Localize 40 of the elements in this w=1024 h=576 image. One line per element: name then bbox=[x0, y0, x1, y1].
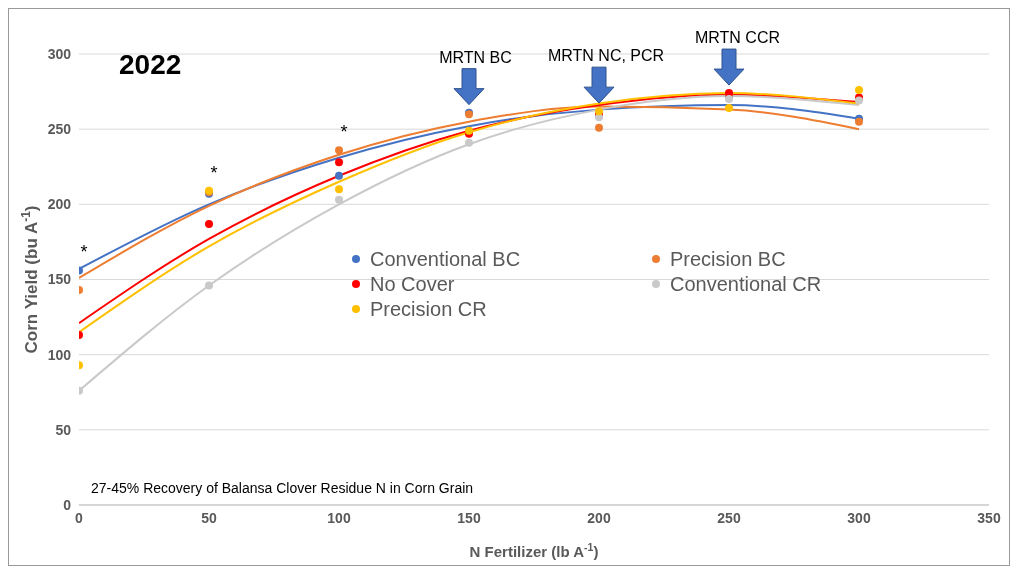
chart-title: 2022 bbox=[119, 49, 182, 80]
y-tick-label: 200 bbox=[47, 196, 72, 213]
annotation: MRTN NC, PCR bbox=[548, 47, 665, 65]
y-tick-label: 150 bbox=[47, 271, 72, 288]
y-tick-label: 250 bbox=[47, 121, 72, 138]
annotation: * bbox=[80, 242, 88, 263]
point bbox=[205, 219, 213, 228]
point bbox=[335, 171, 343, 180]
legend-label: Precision CR bbox=[370, 297, 487, 321]
point bbox=[335, 185, 343, 194]
legend-label: Conventional BC bbox=[370, 247, 521, 271]
point bbox=[335, 158, 343, 167]
y-tick-label: 300 bbox=[47, 45, 72, 62]
annotation: MRTN CCR bbox=[695, 29, 781, 47]
x-tick-label: 200 bbox=[587, 509, 611, 526]
point bbox=[725, 104, 733, 113]
y-tick-label: 50 bbox=[55, 421, 72, 438]
point bbox=[205, 281, 213, 290]
annotation: MRTN BC bbox=[439, 48, 512, 66]
annotation: 27-45% Recovery of Balansa Clover Residue N in Corn Grain bbox=[91, 480, 474, 496]
annotation: * bbox=[340, 122, 348, 143]
x-tick-label: 250 bbox=[717, 509, 741, 526]
x-axis-title: N Fertilizer (lb A$^{-1}$) bbox=[469, 541, 599, 560]
y-tick-label: 100 bbox=[47, 346, 72, 363]
x-tick-label: 150 bbox=[457, 509, 481, 526]
legend-label: No Cover bbox=[370, 272, 455, 296]
legend-label: Conventional CR bbox=[670, 272, 822, 296]
annotation: * bbox=[210, 162, 218, 183]
legend-label: Precision BC bbox=[670, 247, 786, 271]
point bbox=[855, 86, 863, 95]
x-tick-label: 300 bbox=[847, 509, 871, 526]
point bbox=[335, 195, 343, 204]
x-tick-label: 0 bbox=[75, 509, 84, 526]
point bbox=[465, 138, 473, 147]
x-tick-label: 100 bbox=[327, 509, 351, 526]
y-tick-label: 0 bbox=[63, 496, 72, 513]
point bbox=[595, 123, 603, 132]
x-tick-label: 50 bbox=[201, 509, 217, 526]
point bbox=[335, 146, 343, 155]
x-tick-label: 350 bbox=[977, 509, 1001, 526]
